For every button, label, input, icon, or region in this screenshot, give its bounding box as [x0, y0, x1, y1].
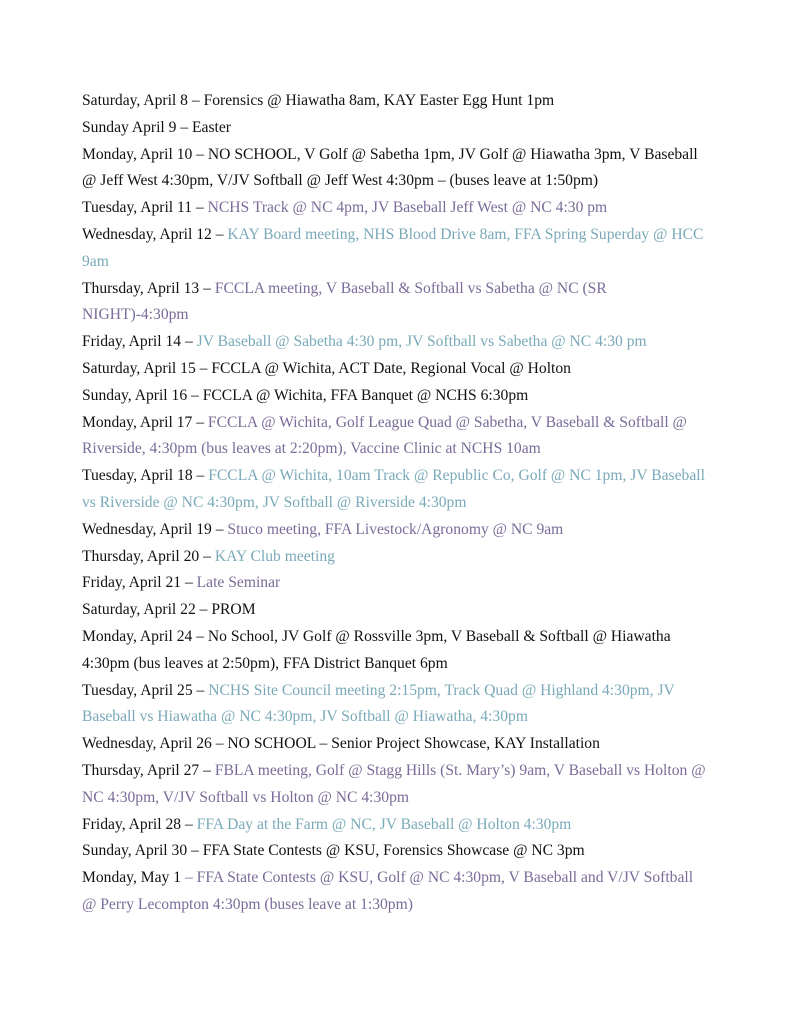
entry-events: FCCLA @ Wichita, Golf League Quad @ Sabe…	[82, 413, 687, 458]
schedule-document: Saturday, April 8 – Forensics @ Hiawatha…	[82, 88, 708, 919]
entry-separator: –	[192, 681, 209, 699]
entry-separator: –	[211, 735, 228, 753]
entry-separator: –	[181, 815, 197, 833]
entry-date: Friday, April 28	[82, 815, 182, 833]
schedule-entry: Friday, April 28 – FFA Day at the Farm @…	[82, 812, 708, 839]
entry-date: Sunday, April 30	[82, 842, 188, 860]
entry-events: Forensics @ Hiawatha 8am, KAY Easter Egg…	[203, 92, 555, 109]
entry-events: KAY Board meeting, NHS Blood Drive 8am, …	[82, 225, 704, 270]
entry-events: No School, JV Golf @ Rossville 3pm, V Ba…	[82, 627, 671, 672]
entry-separator: –	[181, 574, 197, 592]
schedule-entry: Tuesday, April 11 – NCHS Track @ NC 4pm,…	[82, 195, 708, 222]
entry-date: Friday, April 21	[82, 574, 182, 592]
schedule-entry: Monday, April 24 – No School, JV Golf @ …	[82, 624, 708, 678]
schedule-entry: Wednesday, April 26 – NO SCHOOL – Senior…	[82, 731, 708, 758]
schedule-entry: Sunday, April 16 – FCCLA @ Wichita, FFA …	[82, 383, 708, 410]
entry-events: NCHS Track @ NC 4pm, JV Baseball Jeff We…	[207, 199, 608, 217]
entry-events: NO SCHOOL, V Golf @ Sabetha 1pm, JV Golf…	[82, 145, 698, 190]
entry-events: NCHS Site Council meeting 2:15pm, Track …	[82, 681, 675, 726]
entry-events: NO SCHOOL – Senior Project Showcase, KAY…	[227, 735, 600, 753]
entry-events: Easter	[192, 118, 231, 136]
schedule-entry: Thursday, April 27 – FBLA meeting, Golf …	[82, 758, 708, 812]
entry-events: FFA Day at the Farm @ NC, JV Baseball @ …	[196, 815, 572, 833]
schedule-entry: Friday, April 14 – JV Baseball @ Sabetha…	[82, 329, 708, 356]
entry-date: Wednesday, April 26	[82, 735, 212, 753]
entry-separator: –	[181, 333, 197, 351]
entry-separator: –	[195, 359, 212, 377]
entry-date: Wednesday, April 12	[82, 225, 212, 243]
schedule-entry: Saturday, April 22 – PROM	[82, 597, 708, 624]
schedule-entry: Wednesday, April 12 – KAY Board meeting,…	[82, 222, 708, 276]
schedule-entry: Monday, May 1 – FFA State Contests @ KSU…	[82, 865, 708, 919]
entry-events: FCCLA @ Wichita, FFA Banquet @ NCHS 6:30…	[202, 386, 529, 404]
entry-date: Saturday, April 8	[82, 92, 188, 109]
entry-separator: –	[199, 547, 215, 565]
entry-separator: –	[176, 118, 193, 136]
entry-separator: –	[195, 601, 212, 619]
entry-date: Tuesday, April 25	[82, 681, 193, 699]
entry-date: Thursday, April 20	[82, 547, 200, 565]
entry-events: FFA State Contests @ KSU, Forensics Show…	[202, 842, 585, 860]
entry-date: Sunday April 9	[82, 118, 177, 136]
entry-events: FFA State Contests @ KSU, Golf @ NC 4:30…	[82, 869, 694, 913]
entry-separator: –	[192, 145, 208, 163]
schedule-entry: Tuesday, April 25 – NCHS Site Council me…	[82, 678, 708, 732]
entry-separator: –	[211, 225, 228, 243]
entry-events: JV Baseball @ Sabetha 4:30 pm, JV Softba…	[196, 333, 647, 351]
schedule-entry: Saturday, April 15 – FCCLA @ Wichita, AC…	[82, 356, 708, 383]
entry-separator: –	[192, 413, 208, 431]
entry-separator: –	[192, 627, 208, 645]
schedule-entry: Monday, April 10 – NO SCHOOL, V Golf @ S…	[82, 142, 708, 196]
entry-date: Monday, April 10	[82, 145, 193, 163]
entry-events: FCCLA @ Wichita, 10am Track @ Republic C…	[82, 467, 705, 511]
entry-date: Sunday, April 16	[82, 386, 188, 404]
entry-separator: –	[187, 842, 203, 860]
entry-events: FCCLA meeting, V Baseball & Softball vs …	[82, 279, 607, 324]
entry-date: Monday, May 1	[82, 869, 182, 887]
entry-date: Tuesday, April 11	[82, 199, 193, 217]
entry-separator: –	[187, 386, 203, 404]
schedule-entry: Saturday, April 8 – Forensics @ Hiawatha…	[82, 88, 708, 115]
schedule-entry: Sunday April 9 – Easter	[82, 115, 708, 142]
entry-date: Friday, April 14	[82, 333, 182, 351]
entry-date: Saturday, April 22	[82, 601, 196, 619]
schedule-entry: Thursday, April 20 – KAY Club meeting	[82, 544, 708, 571]
entry-date: Monday, April 17	[82, 413, 193, 431]
entry-separator: –	[199, 761, 215, 779]
entry-date: Wednesday, April 19	[82, 520, 212, 538]
entry-events: Late Seminar	[196, 574, 281, 592]
entry-date: Thursday, April 13	[82, 279, 200, 297]
schedule-entry: Tuesday, April 18 – FCCLA @ Wichita, 10a…	[82, 463, 708, 517]
entry-separator: –	[192, 199, 208, 217]
entry-separator: –	[192, 467, 209, 485]
schedule-entry: Thursday, April 13 – FCCLA meeting, V Ba…	[82, 276, 708, 330]
schedule-entry: Wednesday, April 19 – Stuco meeting, FFA…	[82, 517, 708, 544]
entry-separator: –	[211, 520, 228, 538]
schedule-entry: Friday, April 21 – Late Seminar	[82, 570, 708, 597]
entry-date: Tuesday, April 18	[82, 467, 193, 485]
entry-events: FCCLA @ Wichita, ACT Date, Regional Voca…	[211, 359, 571, 377]
entry-date: Thursday, April 27	[82, 761, 200, 779]
entry-separator: –	[181, 869, 197, 887]
entry-date: Saturday, April 15	[82, 359, 196, 377]
schedule-entry: Sunday, April 30 – FFA State Contests @ …	[82, 838, 708, 865]
entry-separator: –	[199, 279, 215, 297]
entry-events: Stuco meeting, FFA Livestock/Agronomy @ …	[227, 520, 564, 538]
entry-separator: –	[187, 92, 204, 109]
entry-date: Monday, April 24	[82, 627, 193, 645]
entry-events: FBLA meeting, Golf @ Stagg Hills (St. Ma…	[82, 761, 706, 806]
entry-events: KAY Club meeting	[214, 547, 335, 565]
entry-events: PROM	[211, 601, 256, 619]
schedule-entry: Monday, April 17 – FCCLA @ Wichita, Golf…	[82, 410, 708, 464]
